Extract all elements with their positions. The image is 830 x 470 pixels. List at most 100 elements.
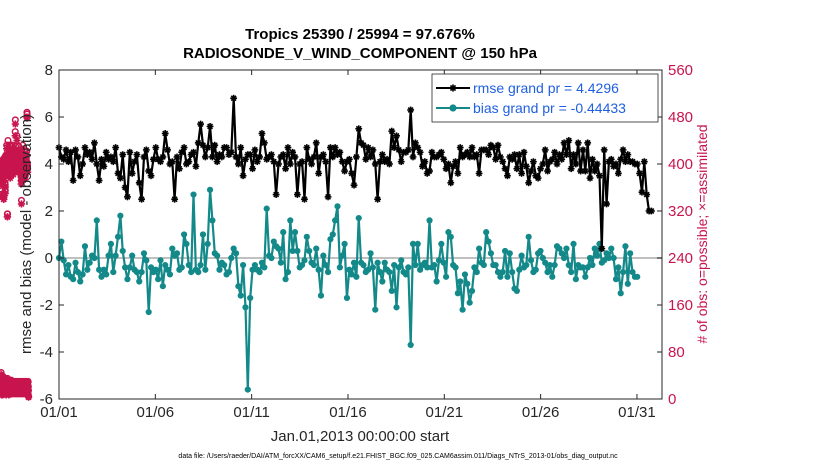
obs-assimilated-marker bbox=[1, 189, 9, 197]
rmse-point bbox=[293, 191, 301, 198]
bias-point bbox=[442, 273, 450, 280]
rmse-point bbox=[548, 155, 556, 163]
bias-point bbox=[332, 217, 339, 224]
bias-point bbox=[568, 269, 575, 276]
rmse-point bbox=[65, 158, 72, 166]
y-tick-label: 0 bbox=[45, 250, 53, 267]
rmse-point bbox=[588, 155, 596, 163]
bias-point bbox=[169, 245, 176, 252]
bias-point bbox=[173, 250, 181, 257]
bias-point bbox=[327, 236, 334, 243]
rmse-point bbox=[591, 167, 599, 175]
bias-point bbox=[329, 231, 336, 238]
rmse-point bbox=[603, 200, 610, 208]
bias-point bbox=[501, 247, 509, 255]
rmse-point bbox=[126, 148, 134, 156]
bias-point bbox=[376, 269, 384, 276]
bias-point bbox=[440, 259, 447, 266]
right-tick-label: 160 bbox=[668, 297, 693, 314]
bias-point bbox=[74, 269, 81, 276]
rmse-point bbox=[345, 155, 353, 163]
bias-point bbox=[402, 271, 410, 278]
rmse-point bbox=[577, 167, 584, 175]
rmse-point bbox=[612, 160, 620, 168]
rmse-point bbox=[475, 170, 483, 177]
obs-assimilated-marker bbox=[24, 387, 32, 395]
bias-point bbox=[282, 276, 289, 283]
bias-point bbox=[343, 294, 351, 302]
rmse-point bbox=[386, 160, 393, 168]
rmse-point bbox=[116, 174, 124, 182]
rmse-point bbox=[319, 151, 327, 158]
rmse-point bbox=[544, 167, 551, 175]
bias-point bbox=[591, 245, 598, 252]
bias-point bbox=[570, 240, 577, 247]
bias-point bbox=[188, 269, 195, 276]
rmse-point bbox=[541, 146, 549, 154]
rmse-point bbox=[633, 160, 641, 168]
rmse-point bbox=[237, 144, 245, 151]
bias-point bbox=[586, 254, 594, 262]
rmse-point bbox=[341, 167, 348, 175]
rmse-point bbox=[185, 158, 193, 166]
legend: rmse grand pr = 4.4296 bias grand pr = -… bbox=[431, 73, 659, 123]
bias-point bbox=[435, 257, 443, 264]
bias-point bbox=[582, 273, 589, 280]
rmse-point bbox=[322, 158, 330, 166]
bias-point bbox=[275, 245, 282, 252]
rmse-point bbox=[260, 139, 268, 147]
rmse-point bbox=[88, 155, 96, 163]
rmse-point bbox=[95, 177, 103, 184]
rmse-point bbox=[619, 146, 627, 154]
obs-count-markers bbox=[0, 108, 33, 401]
bias-point bbox=[157, 257, 164, 264]
rmse-point bbox=[581, 167, 589, 175]
x-tick-label: 01/26 bbox=[522, 404, 560, 421]
rmse-point bbox=[279, 151, 287, 158]
bias-point bbox=[258, 259, 266, 266]
bias-point bbox=[79, 271, 86, 278]
rmse-point bbox=[301, 195, 308, 203]
rmse-point bbox=[525, 179, 533, 187]
rmse-point bbox=[206, 123, 214, 130]
rmse-point bbox=[109, 158, 117, 166]
plot-frame bbox=[58, 69, 663, 400]
rmse-point bbox=[499, 158, 507, 166]
rmse-point bbox=[86, 148, 94, 156]
bias-point bbox=[251, 261, 258, 269]
rmse-point bbox=[218, 153, 226, 161]
x-axis-ticks: 01/01 01/06 01/11 01/16 01/21 01/26 01/31 bbox=[40, 70, 656, 421]
bias-point bbox=[619, 269, 627, 276]
bias-point bbox=[291, 229, 299, 236]
bias-point bbox=[563, 245, 570, 252]
bias-point bbox=[301, 257, 308, 264]
rmse-point bbox=[454, 170, 462, 177]
right-tick-label: 240 bbox=[668, 250, 693, 267]
bias-point bbox=[546, 261, 554, 269]
rmse-point bbox=[494, 141, 502, 149]
rmse-point bbox=[74, 153, 82, 161]
bias-point bbox=[624, 280, 631, 287]
bias-point bbox=[409, 240, 417, 247]
bias-point bbox=[96, 266, 103, 273]
bias-point bbox=[438, 240, 445, 247]
obs-assimilated-marker bbox=[1, 183, 9, 192]
rmse-point bbox=[614, 170, 622, 177]
rmse-point bbox=[534, 174, 542, 182]
bias-point bbox=[209, 217, 216, 224]
rmse-point bbox=[100, 162, 108, 170]
bias-point bbox=[310, 261, 317, 269]
bias-point bbox=[483, 229, 490, 236]
right-tick-label: 400 bbox=[668, 156, 693, 173]
bias-point bbox=[162, 261, 169, 269]
bias-point bbox=[317, 292, 325, 299]
bias-point bbox=[542, 259, 549, 266]
bias-point bbox=[603, 250, 610, 257]
rmse-point bbox=[303, 144, 311, 151]
data-file-footnote: data file: /Users/raeder/DAI/ATM_forcXX/… bbox=[178, 453, 618, 460]
bias-point bbox=[391, 261, 398, 269]
bias-point bbox=[339, 252, 346, 259]
rmse-point bbox=[624, 151, 632, 158]
bias-point bbox=[277, 259, 284, 266]
bias-point bbox=[230, 245, 237, 252]
